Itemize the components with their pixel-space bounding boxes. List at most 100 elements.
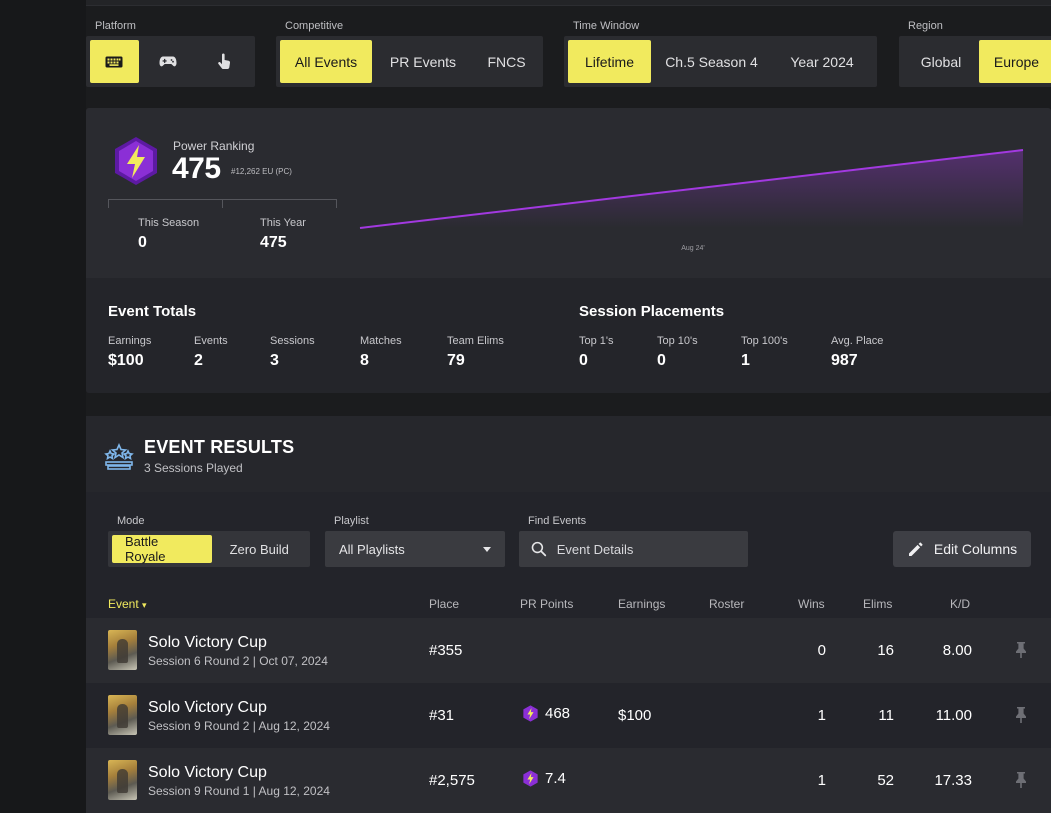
- power-ranking-card: Power Ranking 475 #12,262 EU (PC) This S…: [86, 108, 1051, 393]
- time-lifetime[interactable]: Lifetime: [568, 40, 651, 83]
- event-name: Solo Victory Cup: [148, 764, 267, 781]
- top100-value: 1: [741, 352, 750, 369]
- top100-label: Top 100's: [741, 335, 788, 347]
- table-row[interactable]: Solo Victory Cup Session 6 Round 2 | Oct…: [86, 618, 1051, 683]
- pr-points-cell: 468: [522, 705, 570, 722]
- avg-place-label: Avg. Place: [831, 335, 884, 347]
- sort-desc-icon: ▾: [142, 600, 147, 610]
- earnings-value: $100: [618, 707, 652, 724]
- region-selector: Global Europe: [899, 36, 1051, 87]
- time-year-2024[interactable]: Year 2024: [790, 53, 854, 70]
- find-events-search: [519, 531, 748, 567]
- time-window-selector: Lifetime Ch.5 Season 4 Year 2024: [564, 36, 877, 87]
- pr-bolt-icon: [523, 705, 538, 722]
- competitive-all-events[interactable]: All Events: [280, 40, 372, 83]
- playlist-value: All Playlists: [339, 541, 405, 557]
- event-meta: Session 6 Round 2 | Oct 07, 2024: [148, 654, 328, 668]
- column-elims[interactable]: Elims: [863, 597, 893, 611]
- platform-label: Platform: [95, 20, 136, 32]
- wins-value: 1: [817, 707, 826, 724]
- team-elims-value: 79: [447, 352, 465, 369]
- elims-value: 52: [877, 772, 894, 789]
- totals-section: Event Totals Earnings $100 Events 2 Sess…: [86, 278, 1051, 393]
- column-earnings[interactable]: Earnings: [618, 597, 666, 611]
- column-kd[interactable]: K/D: [950, 597, 971, 611]
- top1-label: Top 1's: [579, 335, 614, 347]
- sessions-value: 3: [270, 352, 279, 369]
- pr-points-value: 468: [545, 705, 571, 722]
- power-ranking-header: Power Ranking 475 #12,262 EU (PC) This S…: [86, 108, 1051, 278]
- kd-value: 8.00: [942, 642, 972, 659]
- pr-points-cell: 7.4: [522, 770, 566, 787]
- sessions-played: 3 Sessions Played: [144, 461, 243, 475]
- earnings-value: $100: [108, 352, 144, 369]
- elims-value: 11: [878, 707, 894, 724]
- playlist-dropdown[interactable]: All Playlists: [325, 531, 505, 567]
- time-window-label: Time Window: [573, 20, 640, 32]
- power-ranking-rank: #12,262 EU (PC): [231, 167, 292, 176]
- top10-label: Top 10's: [657, 335, 698, 347]
- platform-touch-option[interactable]: [197, 40, 251, 83]
- platform-gamepad-option[interactable]: [139, 40, 197, 83]
- power-ranking-value: 475: [172, 152, 221, 185]
- pin-icon[interactable]: [1014, 706, 1028, 724]
- column-event[interactable]: Event ▾: [108, 597, 147, 611]
- power-ranking-bolt-icon: [115, 137, 157, 185]
- this-season-label: This Season: [138, 217, 200, 229]
- event-results-title: EVENT RESULTS: [144, 437, 295, 457]
- matches-value: 8: [360, 352, 369, 369]
- region-europe[interactable]: Europe: [979, 40, 1051, 83]
- chart-tick-label: Aug 24': [681, 245, 705, 252]
- region-label: Region: [908, 20, 943, 32]
- find-events-input[interactable]: [554, 540, 736, 558]
- edit-columns-button[interactable]: Edit Columns: [893, 531, 1031, 567]
- chart-line: [359, 149, 1024, 229]
- event-meta: Session 9 Round 1 | Aug 12, 2024: [148, 784, 330, 798]
- this-year-value: 475: [260, 234, 287, 251]
- column-pr-points[interactable]: PR Points: [520, 597, 574, 611]
- events-value: 2: [194, 352, 203, 369]
- competitive-fncs[interactable]: FNCS: [487, 53, 526, 70]
- mode-battle-royale[interactable]: Battle Royale: [112, 534, 213, 564]
- place-value: #355: [429, 642, 463, 659]
- column-wins[interactable]: Wins: [798, 597, 825, 611]
- wins-value: 0: [817, 642, 826, 659]
- event-name: Solo Victory Cup: [148, 699, 267, 716]
- elims-value: 16: [877, 642, 894, 659]
- avg-place-value: 987: [831, 352, 858, 369]
- kd-value: 17.33: [934, 772, 972, 789]
- left-gutter: [0, 0, 86, 813]
- earnings-label: Earnings: [108, 335, 152, 347]
- event-thumbnail: [108, 760, 137, 800]
- table-row[interactable]: Solo Victory Cup Session 9 Round 2 | Aug…: [86, 683, 1051, 748]
- event-thumbnail: [108, 695, 137, 735]
- kd-value: 11.00: [935, 707, 972, 724]
- keyboard-icon: [105, 56, 123, 67]
- pr-points-value: 7.4: [545, 770, 566, 787]
- pin-icon[interactable]: [1014, 641, 1028, 659]
- wins-value: 1: [817, 772, 826, 789]
- search-icon: [531, 541, 547, 557]
- this-season-value: 0: [138, 234, 147, 251]
- event-meta: Session 9 Round 2 | Aug 12, 2024: [148, 719, 330, 733]
- pin-icon[interactable]: [1014, 771, 1028, 789]
- events-label: Events: [194, 335, 228, 347]
- sessions-label: Sessions: [270, 335, 315, 347]
- top10-value: 0: [657, 352, 666, 369]
- power-ranking-chart: Aug 24': [359, 149, 1024, 252]
- column-roster[interactable]: Roster: [709, 597, 745, 611]
- competitive-pr-events[interactable]: PR Events: [389, 53, 457, 70]
- column-place[interactable]: Place: [429, 597, 460, 611]
- event-totals-title: Event Totals: [108, 303, 197, 320]
- this-year-label: This Year: [260, 217, 306, 229]
- mode-zero-build[interactable]: Zero Build: [229, 541, 289, 557]
- event-thumbnail: [108, 630, 137, 670]
- table-row[interactable]: Solo Victory Cup Session 9 Round 1 | Aug…: [86, 748, 1051, 813]
- competitive-selector: All Events PR Events FNCS: [276, 36, 543, 87]
- region-global[interactable]: Global: [920, 53, 962, 70]
- time-ch5-season4[interactable]: Ch.5 Season 4: [665, 53, 758, 70]
- event-results-header: EVENT RESULTS 3 Sessions Played: [86, 416, 1051, 492]
- place-value: #31: [429, 707, 455, 724]
- top-bar: [86, 0, 1051, 6]
- platform-keyboard-option[interactable]: [90, 40, 139, 83]
